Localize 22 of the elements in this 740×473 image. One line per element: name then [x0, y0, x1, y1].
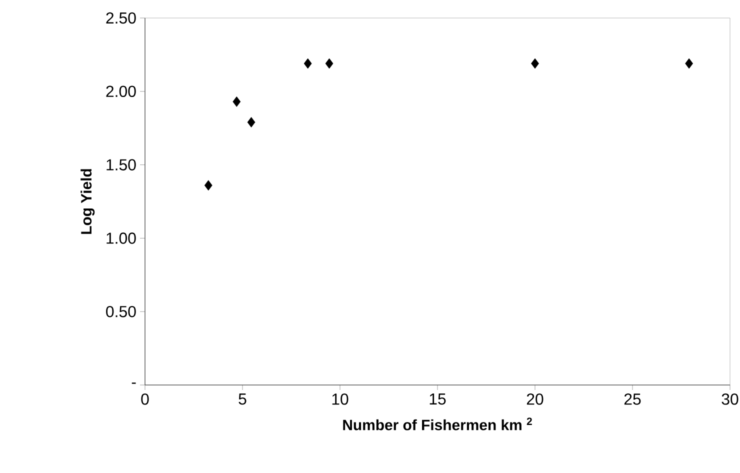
y-tick-label: 2.00: [106, 86, 136, 98]
x-tick-label: 20: [526, 394, 544, 405]
y-tick-label: -: [132, 382, 136, 384]
point: [325, 58, 334, 69]
point: [204, 180, 212, 191]
x-tick-label: 10: [332, 394, 348, 405]
y-tick-label: 1.00: [106, 232, 136, 244]
y-tick-label: 1.50: [106, 159, 136, 170]
x-axis-title: Number of Fishermen km $^{2}$: [343, 418, 532, 430]
y-axis-title: Log Yield: [80, 169, 95, 234]
point: [685, 58, 694, 69]
point: [232, 96, 241, 107]
y-tick-label: 2.50: [106, 12, 136, 24]
point: [247, 117, 256, 128]
x-tick-label: 25: [624, 394, 641, 405]
x-tick-label: 0: [141, 394, 149, 405]
y-tick-label: 0.50: [106, 306, 136, 318]
point: [304, 58, 312, 69]
x-tick-label: 30: [722, 394, 738, 405]
x-tick-label: 15: [430, 394, 446, 405]
x-tick-label: 5: [238, 394, 246, 405]
point: [531, 58, 539, 69]
